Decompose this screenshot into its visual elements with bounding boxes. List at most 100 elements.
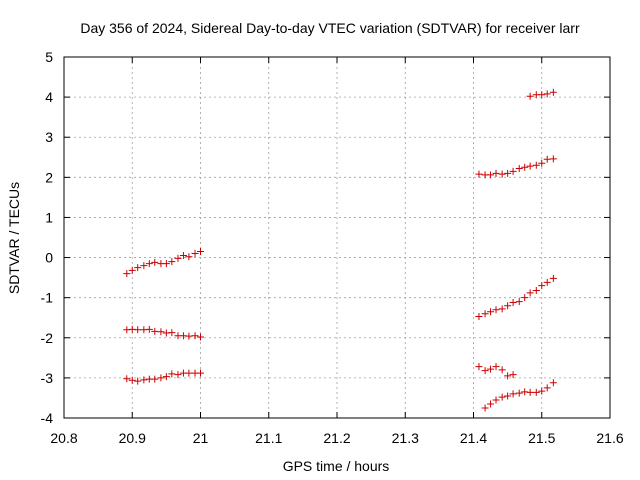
data-point xyxy=(498,393,506,401)
data-point xyxy=(487,365,495,373)
data-point xyxy=(185,369,193,377)
series-g xyxy=(481,379,557,412)
data-point xyxy=(487,400,495,408)
series-b xyxy=(123,325,204,341)
y-axis-label: SDTVAR / TECUs xyxy=(6,182,22,294)
y-tick-label: 1 xyxy=(45,209,53,225)
data-point xyxy=(197,333,204,341)
data-point xyxy=(191,250,199,258)
data-point xyxy=(549,88,557,96)
y-tick-label: 2 xyxy=(45,169,53,185)
data-point xyxy=(538,91,546,99)
data-point xyxy=(475,363,483,371)
data-point xyxy=(492,396,500,404)
data-point xyxy=(492,169,500,177)
data-point xyxy=(168,370,176,378)
data-point xyxy=(191,332,199,340)
x-tick-label: 21 xyxy=(193,430,209,446)
y-tick-label: -2 xyxy=(41,330,54,346)
data-point xyxy=(526,92,534,100)
series-a xyxy=(123,248,204,278)
data-point xyxy=(526,388,534,396)
data-point xyxy=(515,298,523,306)
data-point xyxy=(521,294,529,302)
data-point xyxy=(549,155,557,163)
data-point xyxy=(543,90,551,98)
series-c xyxy=(123,369,204,385)
data-point xyxy=(162,260,170,268)
data-point xyxy=(174,254,182,262)
data-point xyxy=(162,373,170,381)
y-tick-label: 4 xyxy=(45,89,53,105)
y-tick-label: -4 xyxy=(41,410,54,426)
series-d xyxy=(475,155,557,179)
data-point xyxy=(197,369,204,377)
data-point xyxy=(123,270,131,278)
data-point xyxy=(521,163,529,171)
data-point xyxy=(498,305,506,313)
data-point xyxy=(481,367,489,375)
data-point xyxy=(543,155,551,163)
data-point xyxy=(487,171,495,179)
data-point xyxy=(492,363,500,371)
data-point xyxy=(481,310,489,318)
data-point xyxy=(134,377,142,385)
data-point xyxy=(168,258,176,266)
series-f xyxy=(475,363,517,380)
data-point xyxy=(481,404,489,412)
data-point xyxy=(504,169,512,177)
data-point xyxy=(498,170,506,178)
data-point xyxy=(157,374,165,382)
data-point xyxy=(151,258,159,266)
data-point xyxy=(197,248,204,256)
data-point xyxy=(509,298,517,306)
data-point xyxy=(532,388,540,396)
data-point xyxy=(145,260,153,268)
data-point xyxy=(504,302,512,310)
data-point xyxy=(151,327,159,335)
data-point xyxy=(487,308,495,316)
x-tick-label: 21.5 xyxy=(528,430,555,446)
x-tick-label: 21.1 xyxy=(255,430,282,446)
y-tick-label: 0 xyxy=(45,250,53,266)
data-point xyxy=(168,329,176,337)
data-point xyxy=(140,376,148,384)
x-tick-label: 21.2 xyxy=(323,430,350,446)
x-tick-label: 20.9 xyxy=(119,430,146,446)
data-point xyxy=(128,376,136,384)
data-point xyxy=(185,253,193,261)
axis-ticks: 20.8 20.9 21 21.1 21.2 21.3 21.4 21.5 21.6-4-3-2… xyxy=(41,49,624,446)
x-tick-label: 21.4 xyxy=(460,430,487,446)
data-point xyxy=(532,161,540,169)
data-point xyxy=(179,252,187,260)
data-point xyxy=(543,384,551,392)
data-point xyxy=(532,286,540,294)
y-tick-label: 3 xyxy=(45,129,53,145)
data-point xyxy=(515,389,523,397)
data-point xyxy=(538,387,546,395)
data-point xyxy=(134,264,142,272)
series-e xyxy=(475,274,557,321)
x-axis-label: GPS time / hours xyxy=(283,458,390,474)
data-point xyxy=(538,159,546,167)
data-point xyxy=(526,162,534,170)
series-h xyxy=(526,88,557,100)
data-point xyxy=(123,375,131,383)
x-tick-label: 21.3 xyxy=(392,430,419,446)
data-point xyxy=(504,372,512,380)
data-point xyxy=(504,392,512,400)
data-point xyxy=(475,313,483,321)
data-point xyxy=(509,371,517,379)
y-tick-label: 5 xyxy=(45,49,53,65)
data-point xyxy=(509,390,517,398)
data-point xyxy=(185,332,193,340)
data-point xyxy=(128,266,136,274)
data-points xyxy=(123,88,557,412)
data-point xyxy=(543,278,551,286)
data-point xyxy=(145,325,153,333)
grid-lines xyxy=(64,57,610,418)
data-point xyxy=(492,306,500,314)
x-tick-label: 20.8 xyxy=(50,430,77,446)
data-point xyxy=(538,282,546,290)
